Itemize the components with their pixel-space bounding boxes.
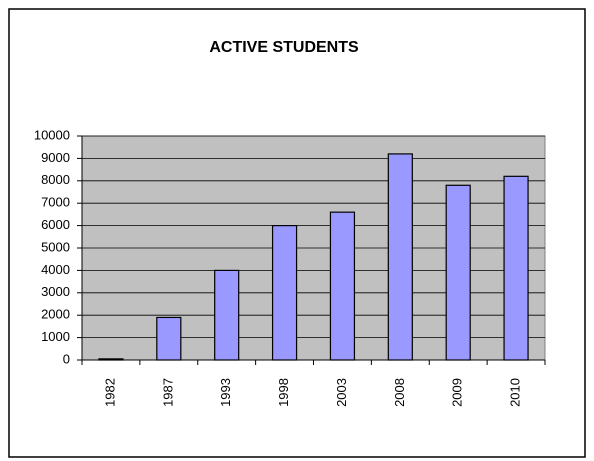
y-tick-label: 10000 bbox=[34, 127, 70, 142]
x-tick-label: 1998 bbox=[276, 378, 291, 407]
bar bbox=[387, 153, 413, 361]
y-tick-label: 1000 bbox=[41, 329, 70, 344]
x-tick-label: 2003 bbox=[334, 378, 349, 407]
bar bbox=[329, 211, 356, 361]
x-tick-label: 1982 bbox=[102, 378, 117, 407]
y-tick-label: 0 bbox=[63, 351, 70, 366]
y-tick-label: 9000 bbox=[41, 150, 70, 165]
bar bbox=[271, 225, 298, 361]
bar bbox=[214, 269, 240, 361]
x-tick-label: 2010 bbox=[508, 378, 523, 407]
y-tick-label: 7000 bbox=[41, 195, 70, 210]
y-tick-label: 4000 bbox=[41, 262, 70, 277]
y-tick-label: 6000 bbox=[41, 217, 70, 232]
bar bbox=[503, 175, 529, 361]
y-tick-label: 8000 bbox=[41, 172, 70, 187]
y-tick-label: 5000 bbox=[41, 239, 70, 254]
y-tick-label: 3000 bbox=[41, 284, 70, 299]
x-tick-label: 2008 bbox=[392, 378, 407, 407]
x-tick-label: 1993 bbox=[218, 378, 233, 407]
bar bbox=[156, 316, 182, 361]
chart-title: ACTIVE STUDENTS bbox=[209, 39, 359, 56]
bar bbox=[445, 184, 471, 361]
x-tick-label: 2009 bbox=[450, 378, 465, 407]
y-tick-label: 2000 bbox=[41, 307, 70, 322]
x-tick-label: 1987 bbox=[160, 378, 175, 407]
